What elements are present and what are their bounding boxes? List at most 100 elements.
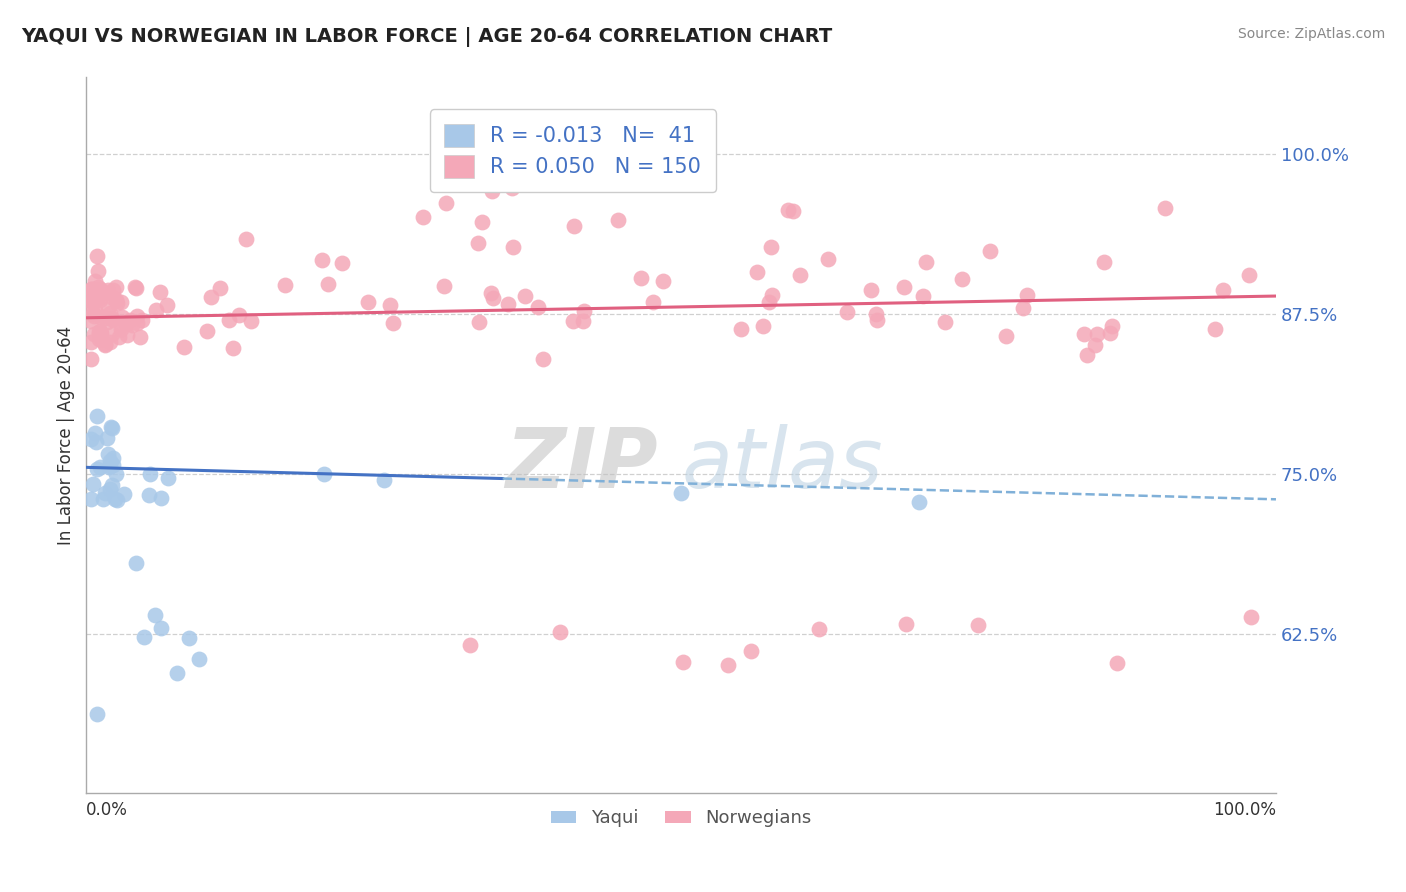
Point [86,409,108,424]
Point [468,315,491,329]
Point [89,290,111,304]
Point [105,293,128,307]
Point [100,420,122,434]
Point [84,291,107,305]
Point [100,311,122,326]
Point [1017,288,1039,302]
Point [121,318,143,333]
Text: ZIP: ZIP [505,424,658,505]
Point [82,295,104,310]
Point [187,652,209,666]
Point [104,280,127,294]
Point [373,473,395,487]
Point [758,294,780,309]
Point [1087,327,1109,342]
Point [96,315,118,329]
Point [82,476,104,491]
Point [125,556,148,570]
Point [80,282,103,296]
Point [94,337,117,351]
Point [143,607,166,622]
Point [97,302,120,317]
Point [1101,318,1123,333]
Point [87,327,110,342]
Point [82,307,104,321]
Point [87,264,110,278]
Point [139,467,162,481]
Point [90,326,112,340]
Point [776,202,799,217]
Point [94,337,117,351]
Point [94,486,117,500]
Point [89,293,111,307]
Point [195,325,218,339]
Point [84,287,107,301]
Point [98,458,121,473]
Point [101,478,124,492]
Point [1092,254,1115,268]
Point [467,235,489,250]
Point [808,622,831,636]
Point [1011,301,1033,315]
Point [515,289,537,303]
Point [105,295,128,310]
Point [481,291,503,305]
Point [458,638,481,652]
Point [134,630,156,644]
Point [105,467,128,481]
Point [865,307,887,321]
Point [221,341,243,355]
Point [87,289,110,303]
Point [952,271,974,285]
Text: YAQUI VS NORWEGIAN IN LABOR FORCE | AGE 20-64 CORRELATION CHART: YAQUI VS NORWEGIAN IN LABOR FORCE | AGE … [21,27,832,46]
Point [84,425,107,440]
Point [98,453,121,467]
Point [316,277,339,291]
Point [86,304,108,318]
Point [761,288,783,302]
Point [173,339,195,353]
Point [218,312,240,326]
Point [98,482,121,496]
Point [131,312,153,326]
Point [101,327,124,342]
Point [859,283,882,297]
Point [103,450,125,465]
Point [652,274,675,288]
Point [80,314,103,328]
Point [90,333,112,347]
Point [501,181,523,195]
Point [86,249,108,263]
Point [548,625,571,640]
Point [380,298,402,312]
Point [83,274,105,288]
Point [115,327,138,342]
Point [145,303,167,318]
Text: Source: ZipAtlas.com: Source: ZipAtlas.com [1237,27,1385,41]
Point [166,666,188,681]
Point [80,335,103,350]
Point [114,317,136,331]
Point [817,252,839,266]
Point [481,184,503,198]
Point [100,306,122,320]
Point [80,492,103,507]
Point [83,327,105,342]
Point [894,617,917,632]
Point [1239,268,1261,282]
Point [782,204,804,219]
Point [606,213,628,227]
Point [730,322,752,336]
Point [434,196,457,211]
Point [572,303,595,318]
Point [967,618,990,632]
Point [228,308,250,322]
Point [531,351,554,366]
Point [527,300,550,314]
Point [934,315,956,329]
Text: atlas: atlas [681,424,883,505]
Point [80,290,103,304]
Point [103,291,125,305]
Point [562,219,585,234]
Point [1073,327,1095,342]
